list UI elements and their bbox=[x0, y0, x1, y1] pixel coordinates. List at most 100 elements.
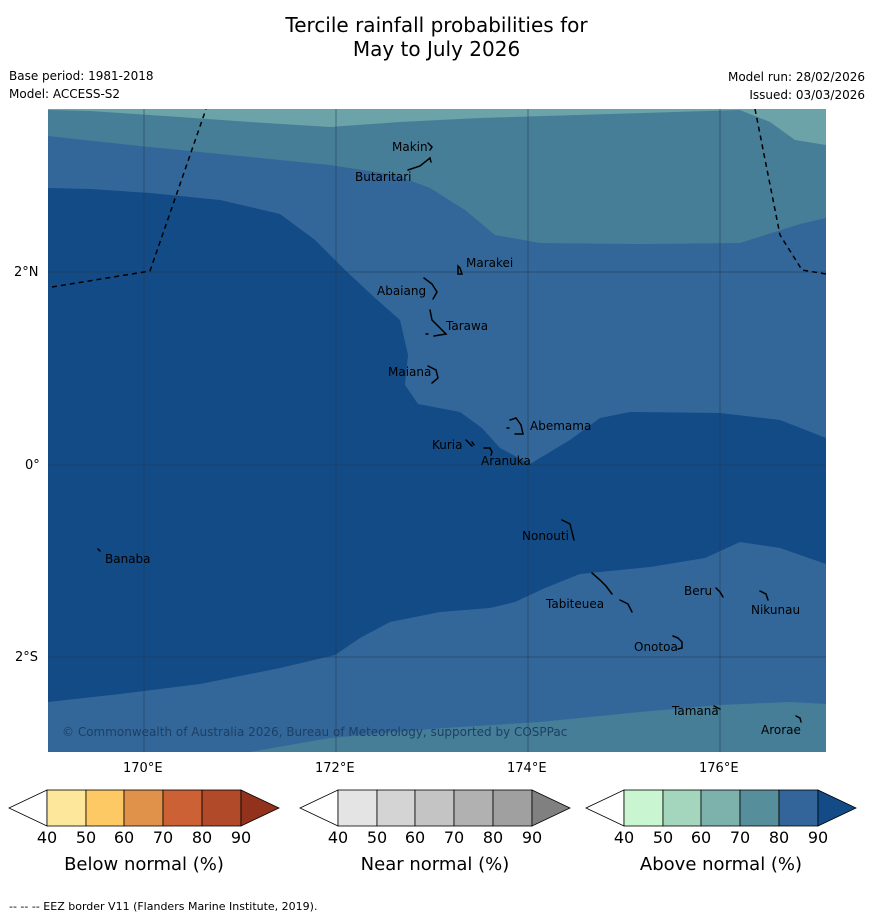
eez-border-east bbox=[754, 109, 826, 275]
colorbar-near-normal bbox=[299, 789, 571, 827]
colorbar-below-normal-title: Below normal (%) bbox=[64, 854, 224, 875]
colorbar-below-normal-tick: 90 bbox=[230, 828, 252, 847]
tarawa-coast bbox=[425, 309, 448, 337]
colorbar-above-normal-swatch-2 bbox=[662, 789, 702, 827]
aranuka-coast bbox=[483, 447, 493, 456]
issued-date: Issued: 03/03/2026 bbox=[749, 88, 865, 102]
tamana-coast bbox=[713, 705, 721, 710]
colorbar-above-normal-swatch-5 bbox=[778, 789, 819, 827]
band-above-60-south bbox=[250, 702, 826, 752]
island-coastlines bbox=[97, 142, 802, 723]
colorbar-below-normal-max-arrow bbox=[240, 789, 280, 827]
colorbar-below-normal-swatch-3 bbox=[123, 789, 164, 827]
maiana-coast bbox=[427, 365, 439, 384]
makin-coast bbox=[427, 142, 433, 151]
abemama-coast bbox=[506, 417, 524, 435]
island-label-maiana: Maiana bbox=[388, 365, 431, 379]
island-label-tabiteuea: Tabiteuea bbox=[545, 597, 604, 611]
lat-label-2n: 2°N bbox=[14, 265, 39, 280]
colorbar-below-normal-min-arrow bbox=[8, 789, 48, 827]
island-label-marakei: Marakei bbox=[466, 256, 513, 270]
colorbar-above-normal-tick: 50 bbox=[652, 828, 674, 847]
colorbar-near-normal-title: Near normal (%) bbox=[360, 854, 510, 875]
colorbar-near-normal-tick: 50 bbox=[366, 828, 388, 847]
colorbar-above-normal-swatch-4 bbox=[739, 789, 780, 827]
arorae-coast bbox=[795, 715, 802, 723]
chart-title-line-1: Tercile rainfall probabilities for bbox=[285, 13, 588, 37]
island-label-arorae: Arorae bbox=[761, 723, 801, 737]
colorbar-below-normal bbox=[8, 789, 280, 827]
tabiteuea-coast bbox=[591, 572, 633, 613]
colorbar-near-normal-swatch-3 bbox=[414, 789, 455, 827]
colorbar-below-normal-tick: 80 bbox=[191, 828, 213, 847]
island-label-butaritari: Butaritari bbox=[355, 170, 412, 184]
eez-border bbox=[51, 109, 826, 288]
band-above-80 bbox=[48, 188, 826, 702]
colorbar-above-normal-tick: 80 bbox=[768, 828, 790, 847]
colorbar-below-normal-swatch-4 bbox=[162, 789, 203, 827]
onotoa-coast bbox=[672, 635, 683, 650]
colorbar-near-normal-tick: 70 bbox=[443, 828, 465, 847]
band-above-50 bbox=[48, 109, 826, 145]
abaiang-coast bbox=[423, 277, 438, 300]
colorbar-above-normal-tick: 70 bbox=[729, 828, 751, 847]
colorbar-above-normal-swatch-3 bbox=[700, 789, 741, 827]
island-label-tarawa: Tarawa bbox=[445, 319, 488, 333]
island-label-makin: Makin bbox=[392, 140, 428, 154]
model-name: Model: ACCESS-S2 bbox=[9, 87, 121, 101]
probability-map: Makin Butaritari Marakei Abaiang Tarawa … bbox=[48, 109, 826, 752]
island-label-nikunau: Nikunau bbox=[751, 603, 800, 617]
colorbar-above-normal-tick: 40 bbox=[613, 828, 635, 847]
copyright-credit: © Commonwealth of Australia 2026, Bureau… bbox=[62, 725, 567, 739]
colorbar-near-normal-max-arrow bbox=[531, 789, 571, 827]
colorbar-above-normal bbox=[585, 789, 857, 827]
eez-border-west bbox=[51, 109, 207, 288]
island-label-onotoa: Onotoa bbox=[634, 640, 678, 654]
marakei-coast bbox=[457, 264, 464, 275]
island-label-aranuka: Aranuka bbox=[481, 454, 531, 468]
colorbar-near-normal-tick: 60 bbox=[404, 828, 426, 847]
colorbar-above-normal-swatch-1 bbox=[623, 789, 664, 827]
island-label-kuria: Kuria bbox=[432, 438, 463, 452]
colorbar-below-normal-swatch-5 bbox=[201, 789, 242, 827]
island-label-beru: Beru bbox=[684, 584, 712, 598]
eez-footnote: -- -- -- EEZ border V11 (Flanders Marine… bbox=[9, 900, 318, 913]
colorbar-below-normal-tick: 70 bbox=[152, 828, 174, 847]
chart-title-line-2: May to July 2026 bbox=[352, 37, 521, 61]
colorbar-above-normal-min-arrow bbox=[585, 789, 625, 827]
lon-label-170e: 170°E bbox=[123, 761, 163, 776]
nikunau-coast bbox=[759, 590, 769, 601]
nonouti-coast bbox=[561, 519, 575, 541]
island-labels: Makin Butaritari Marakei Abaiang Tarawa … bbox=[105, 140, 801, 737]
banaba-coast bbox=[97, 548, 101, 552]
lon-label-174e: 174°E bbox=[507, 761, 547, 776]
colorbar-above-normal-title: Above normal (%) bbox=[639, 854, 803, 875]
lat-label-2s: 2°S bbox=[15, 650, 39, 665]
island-label-abemama: Abemama bbox=[530, 419, 591, 433]
colorbar-below-normal-tick: 50 bbox=[75, 828, 97, 847]
colorbar-near-normal-tick: 40 bbox=[327, 828, 349, 847]
island-label-banaba: Banaba bbox=[105, 552, 151, 566]
base-period: Base period: 1981-2018 bbox=[9, 69, 154, 83]
butaritari-coast bbox=[407, 156, 432, 171]
kuria-coast bbox=[465, 439, 475, 447]
island-label-nonouti: Nonouti bbox=[522, 529, 569, 543]
colorbar-above-normal-tick: 90 bbox=[807, 828, 829, 847]
colorbar-below-normal-tick: 60 bbox=[113, 828, 135, 847]
island-label-tamana: Tamana bbox=[671, 704, 719, 718]
colorbar-below-normal-tick: 40 bbox=[36, 828, 58, 847]
lon-label-172e: 172°E bbox=[315, 761, 355, 776]
graticule bbox=[48, 109, 826, 752]
colorbar-near-normal-swatch-5 bbox=[492, 789, 533, 827]
colorbar-near-normal-swatch-4 bbox=[453, 789, 494, 827]
colorbar-near-normal-swatch-2 bbox=[376, 789, 416, 827]
colorbar-above-normal-tick: 60 bbox=[690, 828, 712, 847]
colorbar-below-normal-swatch-1 bbox=[46, 789, 87, 827]
colorbar-near-normal-tick: 80 bbox=[482, 828, 504, 847]
colorbar-below-normal-swatch-2 bbox=[85, 789, 125, 827]
colorbar-near-normal-min-arrow bbox=[299, 789, 339, 827]
island-label-abaiang: Abaiang bbox=[377, 284, 426, 298]
colorbar-near-normal-swatch-1 bbox=[337, 789, 378, 827]
colorbar-near-normal-tick: 90 bbox=[521, 828, 543, 847]
